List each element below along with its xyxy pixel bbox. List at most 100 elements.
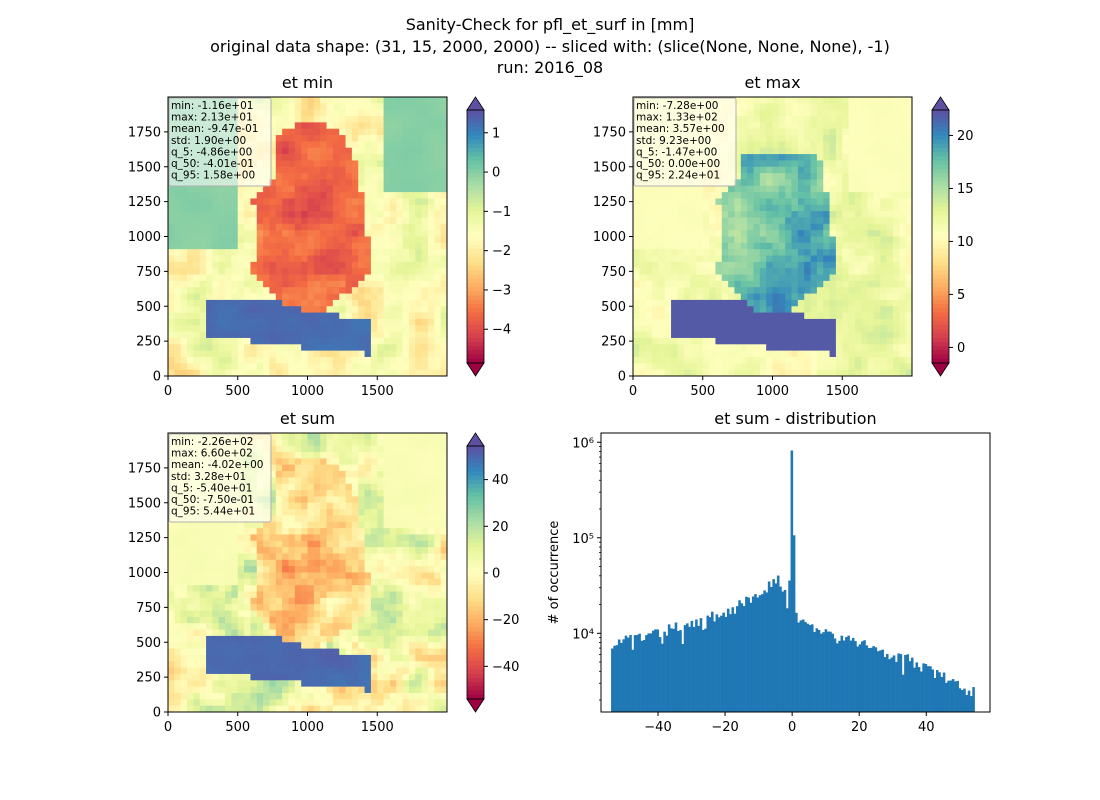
histogram-panel: et sum - distribution # of occurrence −40 −… <box>547 409 991 735</box>
histogram-bar <box>797 622 800 712</box>
histogram-xtick-label: 40 <box>918 720 935 735</box>
histogram-bar <box>931 669 934 712</box>
map-ytick-label: 0 <box>618 370 626 385</box>
stats-line: std: 3.28e+01 <box>171 471 246 483</box>
histogram-bar <box>835 643 839 712</box>
histogram-bar <box>665 635 669 712</box>
histogram-bar <box>972 687 975 712</box>
map-ytick-label: 1750 <box>593 125 626 140</box>
colorbar-tick-label: −1 <box>492 205 511 220</box>
map-xtick-label: 500 <box>225 720 250 735</box>
histogram-xtick-label: 20 <box>851 720 868 735</box>
histogram-bar <box>636 634 639 712</box>
histogram-bar <box>751 596 755 712</box>
histogram-bar <box>740 603 744 712</box>
histogram-bar <box>942 672 946 712</box>
histogram-bar <box>806 623 810 712</box>
histogram-bar <box>631 649 635 712</box>
histogram-bar <box>651 630 655 712</box>
map-ytick-label: 750 <box>601 265 626 280</box>
colorbar-tick-label: 0 <box>492 566 500 581</box>
histogram-bar <box>613 645 616 712</box>
histogram-ytick-label: 10⁵ <box>572 532 594 547</box>
map-xtick-label: 500 <box>225 384 250 399</box>
histogram-bar <box>845 637 848 712</box>
histogram-bar <box>742 606 746 712</box>
colorbar-tick-label: 20 <box>957 129 974 144</box>
stats-line: max: 6.60e+02 <box>171 448 253 460</box>
histogram-bar <box>901 674 905 712</box>
histogram-bar <box>792 535 796 712</box>
histogram-bar <box>940 676 944 712</box>
histogram-bar <box>815 628 819 712</box>
map-ytick-label: 1250 <box>128 531 161 546</box>
histogram-bars <box>611 450 975 712</box>
colorbar-et-min: 1 0 −1 −2 −3 −4 <box>466 96 511 377</box>
map-ytick-label: 0 <box>153 706 161 721</box>
colorbar-et-sum: 40 20 0 −20 −40 <box>466 432 519 713</box>
histogram-bar <box>617 639 621 712</box>
histogram-bar <box>756 597 760 712</box>
histogram-bar <box>724 616 728 712</box>
histogram-ytick-label: 10⁴ <box>572 627 594 642</box>
histogram-bar <box>629 635 632 712</box>
colorbar-et-max: 20 15 10 5 0 <box>931 96 974 377</box>
histogram-bar <box>706 615 710 712</box>
histogram-bar <box>854 641 857 712</box>
histogram-bar <box>949 680 953 712</box>
histogram-bar <box>863 640 866 712</box>
histogram-bar <box>826 631 830 712</box>
colorbar-tick-label: 0 <box>957 341 965 356</box>
map-ytick-label: 1500 <box>128 496 161 511</box>
histogram-bar <box>783 589 787 712</box>
colorbar-tick-label: 0 <box>492 166 500 181</box>
histogram-bar <box>788 580 791 712</box>
map-ytick-label: 250 <box>136 671 161 686</box>
histogram-bar <box>640 640 644 712</box>
histogram-bar <box>970 696 973 712</box>
map-xtick-label: 1000 <box>291 384 324 399</box>
histogram-bar <box>699 618 703 712</box>
histogram-xtick-label: −20 <box>711 720 738 735</box>
histogram-xtick-label: −40 <box>644 720 671 735</box>
histogram-bar <box>749 602 753 712</box>
histogram-bar <box>895 661 898 712</box>
histogram-bar <box>838 640 841 712</box>
map-ytick-label: 500 <box>601 300 626 315</box>
histogram-bar <box>658 637 662 712</box>
histogram-bar <box>681 644 685 712</box>
colorbar-tick-label: 20 <box>492 520 509 535</box>
colorbar-extend-bottom <box>466 362 485 377</box>
histogram-bar <box>747 597 750 712</box>
histogram-bar <box>645 635 648 712</box>
histogram-xtick-label: 0 <box>788 720 796 735</box>
histogram-bar <box>767 581 771 712</box>
colorbar-extend-top <box>931 96 950 111</box>
histogram-bar <box>754 594 757 712</box>
histogram-bar <box>738 600 741 712</box>
histogram-bar <box>951 679 955 712</box>
histogram-bar <box>840 635 844 712</box>
histogram-bar <box>915 662 919 712</box>
stats-line: q_95: 2.24e+01 <box>636 170 720 182</box>
histogram-bar <box>661 643 664 712</box>
histogram-bar <box>736 606 739 712</box>
map-panel-et-sum: et sum 0 500 1000 1500 0 250 500 750 1000 1250 1500… <box>128 409 520 735</box>
panel-title-et-sum: et sum <box>280 409 335 428</box>
stats-line: q_50: 0.00e+00 <box>636 158 720 170</box>
histogram-bar <box>910 657 914 712</box>
histogram-bar <box>799 620 803 712</box>
histogram-bar <box>892 655 896 712</box>
map-ytick-label: 1250 <box>128 195 161 210</box>
histogram-bar <box>688 626 691 712</box>
histogram-bar <box>626 637 630 712</box>
histogram-bar <box>642 640 646 712</box>
panel-title-et-min: et min <box>282 73 333 92</box>
map-ytick-label: 500 <box>136 636 161 651</box>
histogram-bar <box>963 688 966 712</box>
histogram-bar <box>829 631 832 712</box>
map-ytick-label: 1000 <box>593 230 626 245</box>
histogram-bar <box>672 628 675 712</box>
histogram-bar <box>920 671 923 712</box>
